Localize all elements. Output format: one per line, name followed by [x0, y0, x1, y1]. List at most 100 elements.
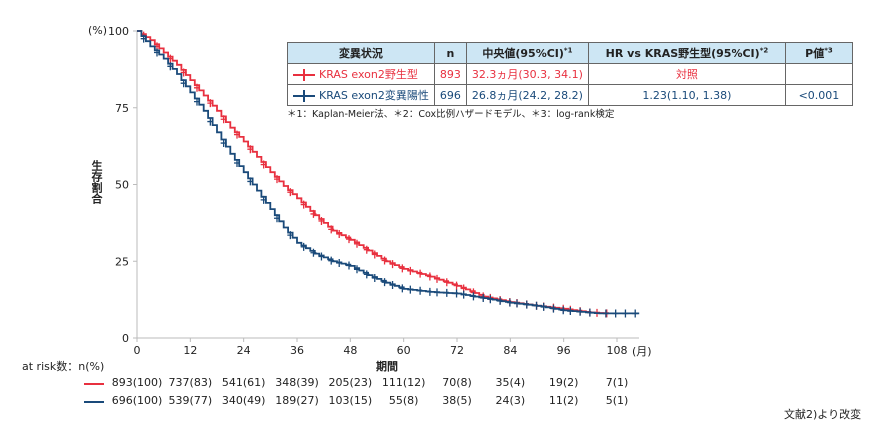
censor-mark — [381, 278, 388, 287]
at-risk-value: 70(8) — [442, 376, 472, 389]
censor-mark — [577, 307, 584, 316]
censor-mark — [567, 306, 574, 315]
censor-mark — [140, 34, 147, 43]
x-tick-label: 84 — [503, 344, 517, 357]
table-footnote: ＊1：Kaplan-Meier法、＊2：Cox比例ハザードモデル、＊3：log-… — [287, 109, 615, 120]
censor-mark — [328, 225, 335, 234]
censor-mark — [354, 265, 360, 274]
at-risk-value: 340(49) — [221, 394, 266, 407]
y-unit: (%) — [88, 24, 108, 37]
censor-mark — [220, 139, 227, 148]
at-risk-value: 7(1) — [605, 376, 629, 389]
censor-mark — [487, 295, 494, 304]
censor-mark — [560, 306, 567, 315]
censor-mark — [514, 299, 520, 308]
x-tick-label: 108 — [607, 344, 628, 357]
censor-mark — [399, 284, 406, 293]
censor-mark — [154, 48, 160, 57]
source-note: 文献2)より改変 — [784, 408, 862, 421]
y-tick-label: 0 — [122, 332, 129, 345]
censor-mark — [287, 188, 294, 197]
censor-mark — [497, 296, 504, 305]
results-table: 変異状況 n 中央値(95%CI)*1 HR vs KRAS野生型(95%CI)… — [287, 42, 853, 106]
at-risk-value: 541(61) — [221, 376, 266, 389]
censor-mark — [167, 62, 174, 71]
censor-mark — [274, 214, 280, 223]
censor-mark — [399, 264, 406, 273]
censor-mark — [417, 269, 424, 278]
survival-curve-1 — [137, 30, 640, 315]
censor-mark — [346, 261, 352, 270]
at-risk-value: 55(8) — [388, 394, 419, 407]
x-tick-label: 36 — [290, 344, 304, 357]
censor-mark — [470, 292, 477, 301]
censor-mark — [612, 309, 619, 318]
censor-mark — [389, 260, 396, 269]
at-risk-value: 103(15) — [328, 394, 373, 407]
censor-mark — [443, 288, 450, 297]
censor-mark — [318, 252, 325, 261]
x-axis-label: 期間 — [376, 360, 398, 373]
y-tick-label: 50 — [115, 179, 129, 192]
at-risk-value: 189(27) — [275, 394, 319, 407]
header-p: P値*3 — [784, 42, 853, 64]
censor-mark — [234, 159, 240, 168]
censor-mark — [234, 130, 240, 139]
y-tick-label: 100 — [108, 25, 129, 38]
censor-mark — [194, 97, 200, 106]
censor-mark — [247, 145, 254, 154]
table-header-row: 変異状況 n 中央値(95%CI)*1 HR vs KRAS野生型(95%CI)… — [287, 42, 853, 64]
censor-mark — [480, 294, 487, 303]
censor-mark — [300, 200, 307, 209]
y-tick-label: 75 — [115, 102, 129, 115]
x-tick-label: 0 — [134, 344, 141, 357]
censor-mark — [371, 273, 378, 282]
censor-mark — [506, 298, 513, 307]
censor-mark — [194, 83, 200, 92]
at-risk-value: 24(3) — [495, 394, 526, 407]
at-risk-value: 5(1) — [605, 394, 629, 407]
censor-mark — [354, 239, 360, 248]
table-row: KRAS exon2変異陽性 696 26.8ヵ月(24.2, 28.2) 1.23… — [287, 84, 853, 106]
censor-mark — [310, 209, 317, 218]
censor-mark — [274, 175, 280, 184]
censor-mark — [371, 250, 378, 259]
y-tick-label: 25 — [115, 255, 129, 268]
censor-mark — [346, 235, 352, 244]
x-tick-label: 96 — [557, 344, 571, 357]
censor-mark — [207, 99, 214, 108]
censor-mark — [247, 177, 254, 186]
at-risk-value: 205(23) — [328, 376, 373, 389]
censor-mark — [336, 230, 343, 239]
at-risk-legend-line — [84, 401, 104, 403]
at-risk-label: at risk数：n(%) — [22, 360, 105, 373]
censor-mark — [207, 117, 214, 126]
censor-mark — [389, 281, 396, 290]
x-tick-label: 24 — [237, 344, 251, 357]
censor-mark — [540, 302, 547, 311]
y-axis-label: 生存割合 — [90, 160, 103, 204]
table-row: KRAS exon2野生型 893 32.3ヵ月(30.3, 34.1) 対照 — [287, 63, 853, 85]
censor-mark — [443, 278, 450, 287]
censor-mark — [318, 216, 325, 225]
at-risk-value: 348(39) — [275, 376, 319, 389]
censor-mark — [260, 160, 267, 169]
censor-mark — [310, 248, 317, 257]
censor-mark — [434, 274, 440, 283]
censor-mark — [453, 281, 460, 290]
at-risk-legend-line — [84, 383, 104, 385]
x-tick-label: 48 — [343, 344, 357, 357]
header-mutation: 変異状況 — [287, 42, 435, 64]
censor-mark — [586, 308, 593, 317]
censor-mark — [336, 258, 343, 267]
censor-mark — [363, 245, 370, 254]
censor-mark — [407, 266, 414, 275]
censor-mark — [523, 300, 530, 309]
censor-mark — [381, 256, 388, 265]
at-risk-value: 696(100) — [111, 394, 163, 407]
at-risk-value: 893(100) — [111, 376, 163, 389]
x-tick-label: 60 — [397, 344, 411, 357]
censor-mark — [632, 309, 639, 318]
